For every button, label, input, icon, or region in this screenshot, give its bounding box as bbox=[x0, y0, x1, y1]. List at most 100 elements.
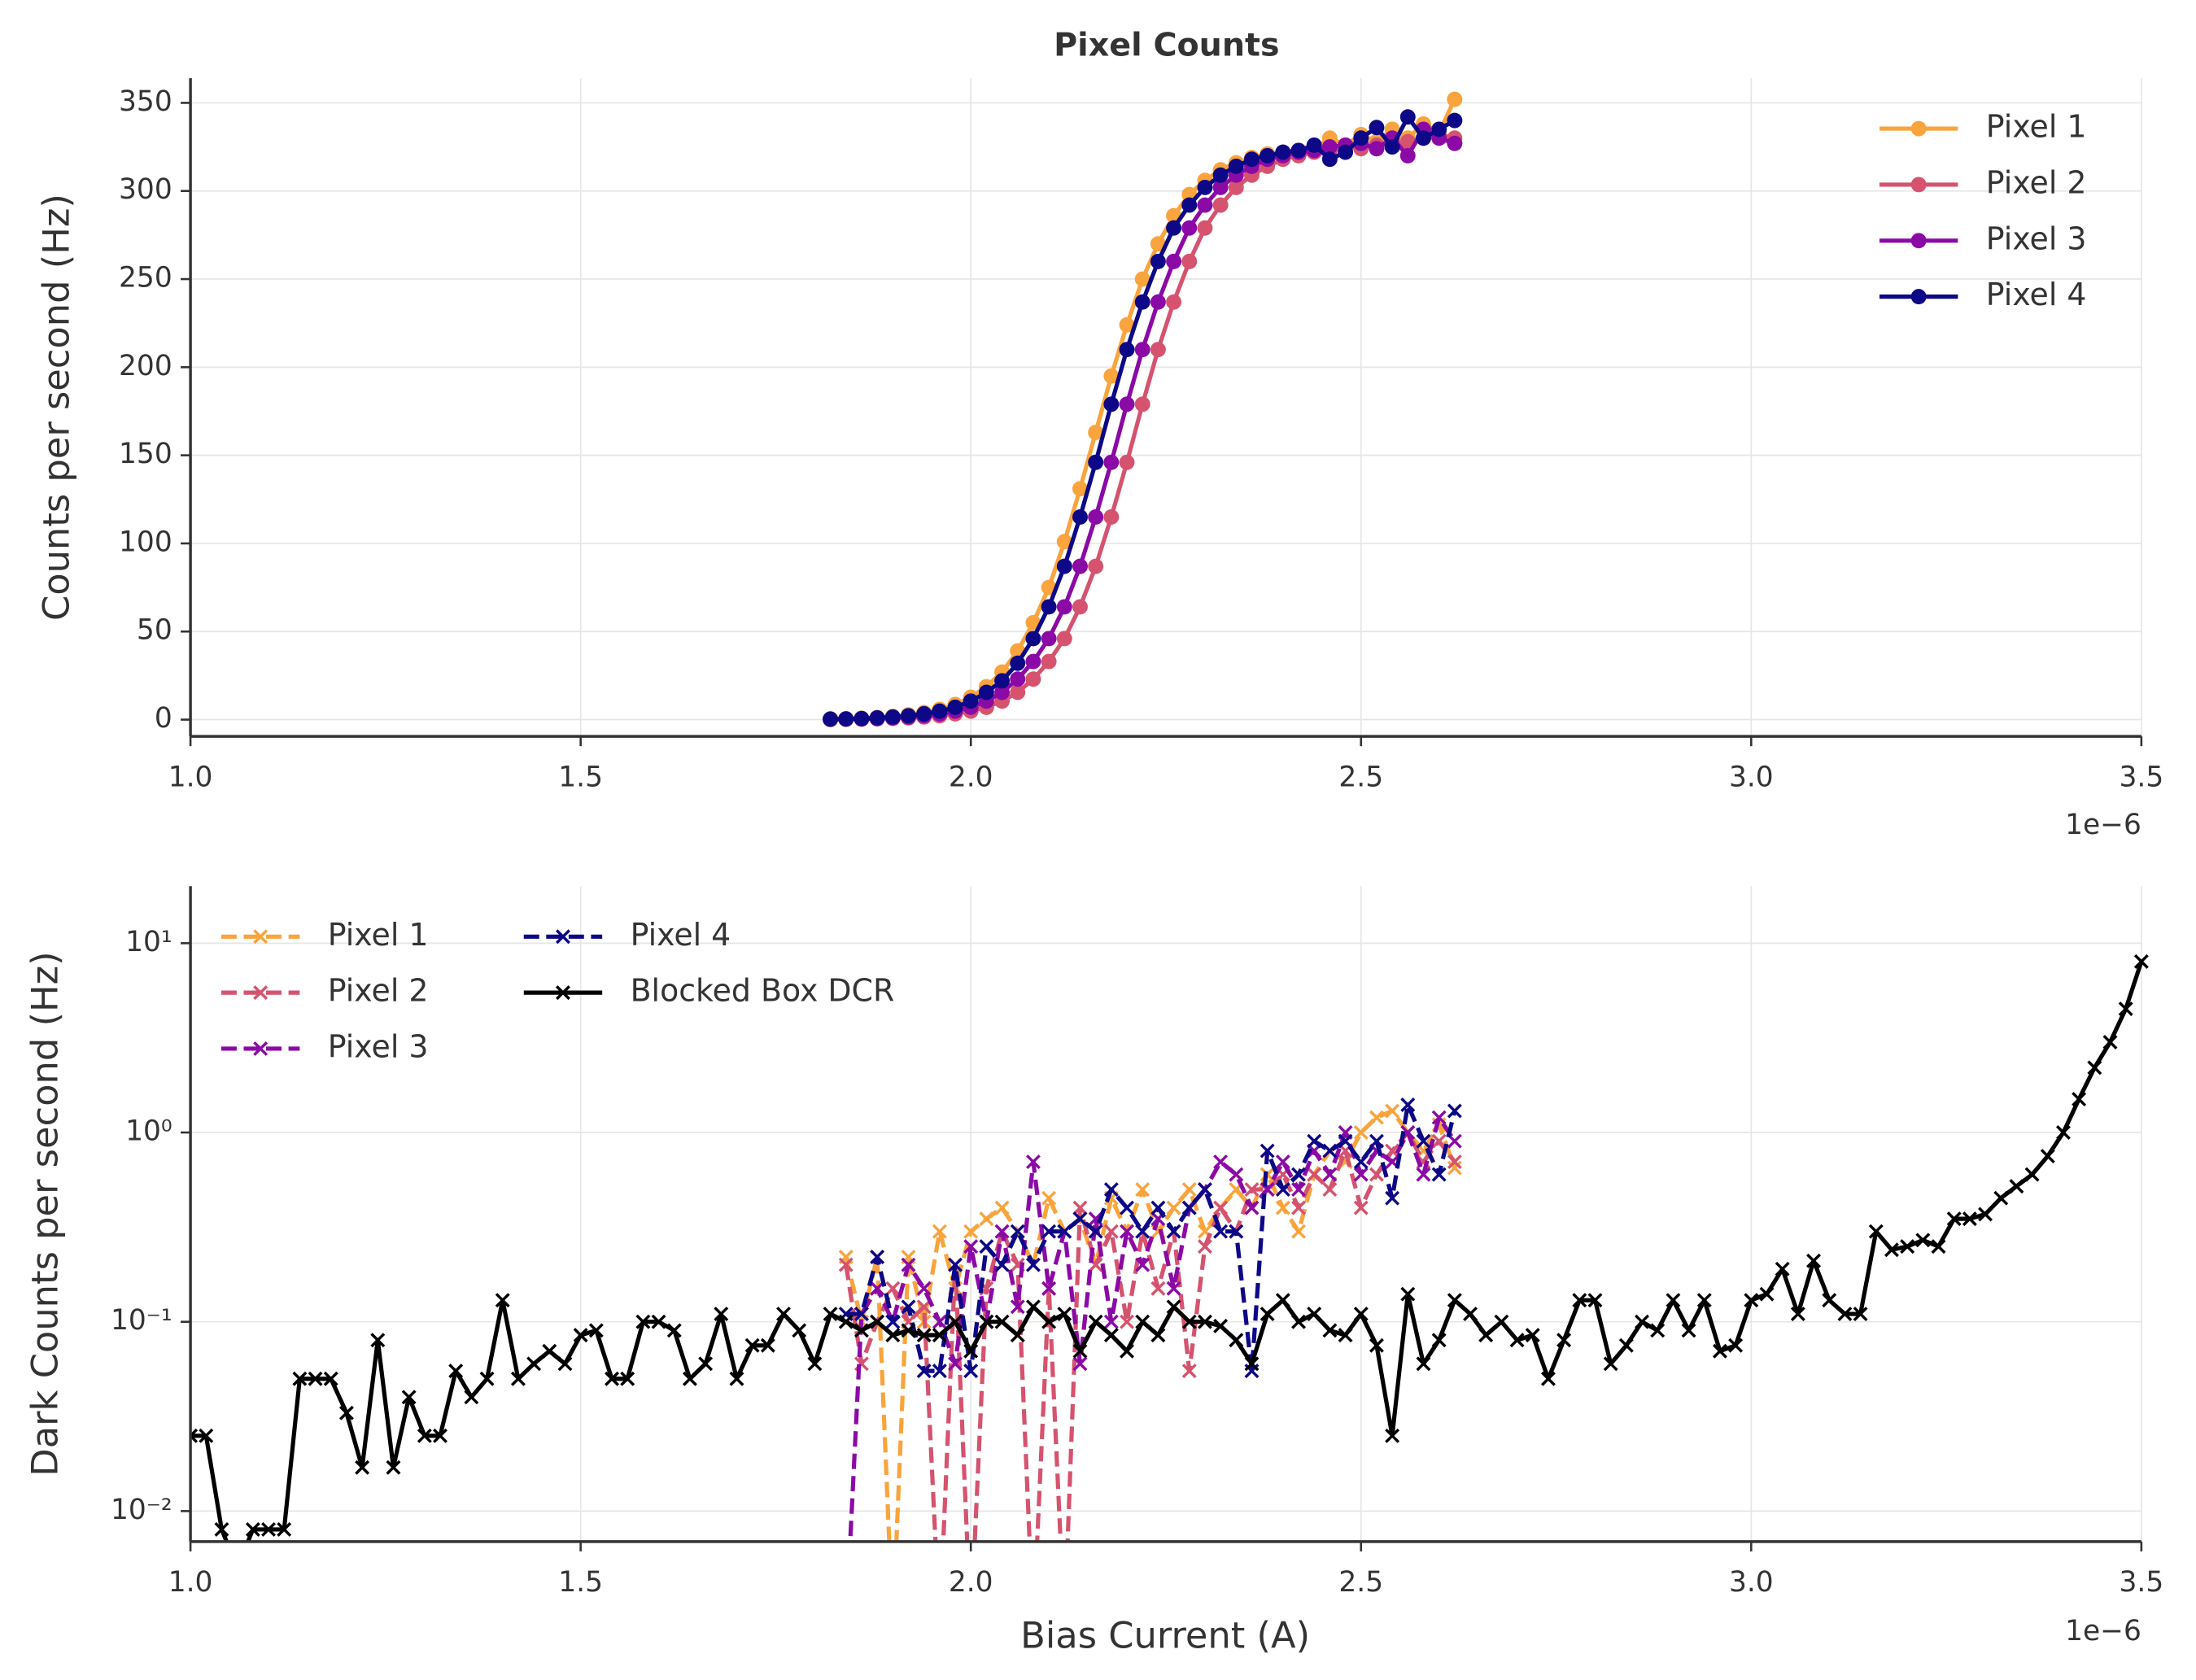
data-point bbox=[1213, 1224, 1229, 1239]
data-point bbox=[1057, 1307, 1072, 1322]
data-point bbox=[854, 1307, 869, 1322]
data-point bbox=[869, 709, 885, 726]
data-point bbox=[916, 1299, 932, 1315]
data-point bbox=[448, 1364, 464, 1379]
data-point bbox=[1072, 1343, 1088, 1359]
data-point bbox=[884, 709, 901, 725]
data-point bbox=[1103, 396, 1120, 412]
y-tick-label: 100 bbox=[119, 526, 172, 558]
legend-label: Pixel 2 bbox=[1986, 164, 2087, 200]
x-tick-label: 3.0 bbox=[1729, 1566, 1774, 1599]
data-point bbox=[1384, 139, 1400, 155]
data-point bbox=[1010, 671, 1026, 687]
data-point bbox=[1119, 396, 1135, 412]
data-point bbox=[1478, 1328, 1494, 1343]
data-point bbox=[1025, 631, 1041, 647]
x-tick-label: 1.0 bbox=[168, 1566, 213, 1599]
data-point bbox=[1275, 144, 1291, 160]
data-point bbox=[1775, 1261, 1790, 1276]
data-point bbox=[1681, 1323, 1696, 1338]
data-point bbox=[1088, 454, 1104, 470]
x-tick-label: 3.0 bbox=[1729, 761, 1774, 793]
data-point bbox=[573, 1328, 588, 1343]
data-point bbox=[1556, 1333, 1572, 1348]
data-point bbox=[1260, 147, 1276, 164]
data-point bbox=[308, 1371, 323, 1386]
data-point bbox=[994, 1200, 1010, 1215]
y-tick-label: 10⁻² bbox=[111, 1494, 172, 1526]
data-point bbox=[1010, 655, 1026, 671]
y-tick-label: 250 bbox=[119, 262, 172, 295]
data-point bbox=[401, 1390, 417, 1405]
data-point bbox=[1744, 1293, 1759, 1308]
data-point bbox=[1399, 109, 1416, 125]
data-point bbox=[885, 1281, 901, 1296]
data-point bbox=[932, 703, 948, 719]
data-point bbox=[1385, 1190, 1400, 1206]
data-point bbox=[1120, 1200, 1134, 1215]
data-point bbox=[1587, 1293, 1603, 1308]
y-tick-label: 150 bbox=[119, 438, 172, 470]
legend-marker bbox=[1910, 289, 1927, 305]
data-point bbox=[1120, 1314, 1134, 1329]
data-point bbox=[1666, 1293, 1681, 1308]
data-point bbox=[1353, 130, 1369, 146]
data-point bbox=[1291, 1224, 1306, 1239]
data-point bbox=[1103, 454, 1120, 470]
data-point bbox=[1197, 179, 1213, 195]
data-point bbox=[1244, 1356, 1260, 1372]
data-point bbox=[1166, 1224, 1181, 1239]
data-point bbox=[1884, 1242, 1899, 1258]
data-point bbox=[1134, 396, 1150, 412]
data-point bbox=[277, 1521, 292, 1537]
y-tick-label: 10¹ bbox=[125, 926, 172, 958]
data-point bbox=[1150, 1328, 1166, 1343]
data-point bbox=[729, 1371, 744, 1386]
data-point bbox=[963, 693, 979, 709]
data-point bbox=[355, 1460, 370, 1475]
data-point bbox=[1212, 167, 1229, 183]
x-tick-label: 2.5 bbox=[1338, 761, 1383, 793]
data-point bbox=[1431, 121, 1447, 137]
data-point bbox=[1120, 1224, 1134, 1239]
chart-title: Pixel Counts bbox=[1054, 27, 1279, 64]
data-point bbox=[1431, 1333, 1447, 1348]
data-point bbox=[854, 710, 870, 727]
data-point bbox=[1041, 653, 1057, 670]
data-point bbox=[760, 1337, 775, 1353]
data-point bbox=[1072, 599, 1088, 615]
data-point bbox=[1447, 1154, 1462, 1170]
legend-label: Pixel 4 bbox=[1986, 277, 2087, 312]
y-tick-label: 300 bbox=[119, 173, 172, 206]
legend-label: Pixel 1 bbox=[1986, 109, 2087, 145]
data-point bbox=[1150, 1281, 1166, 1296]
data-point bbox=[1072, 508, 1088, 525]
data-point bbox=[1166, 220, 1182, 236]
data-point bbox=[1150, 1200, 1166, 1215]
data-point bbox=[1322, 1143, 1338, 1159]
data-point bbox=[1072, 558, 1088, 574]
data-point bbox=[1385, 1143, 1400, 1159]
data-point bbox=[714, 1307, 729, 1322]
data-point bbox=[1150, 253, 1166, 269]
data-point bbox=[588, 1323, 604, 1338]
data-point bbox=[1353, 1167, 1369, 1182]
data-point bbox=[1166, 294, 1182, 310]
series-line bbox=[844, 1130, 1456, 1542]
data-point bbox=[963, 1239, 979, 1255]
data-point bbox=[1134, 342, 1150, 358]
data-point bbox=[1431, 1167, 1447, 1182]
data-point bbox=[698, 1356, 714, 1372]
data-point bbox=[1166, 253, 1182, 269]
data-point bbox=[838, 1257, 854, 1272]
legend-label: Pixel 2 bbox=[328, 973, 429, 1009]
data-point bbox=[666, 1323, 682, 1338]
data-point bbox=[1509, 1333, 1525, 1348]
data-point bbox=[948, 1356, 963, 1372]
data-point bbox=[1103, 1224, 1119, 1239]
x-tick-label: 1.5 bbox=[558, 761, 603, 793]
data-point bbox=[1166, 1281, 1181, 1296]
data-point bbox=[1416, 1133, 1431, 1149]
data-point bbox=[979, 1211, 994, 1227]
data-point bbox=[1119, 342, 1135, 358]
